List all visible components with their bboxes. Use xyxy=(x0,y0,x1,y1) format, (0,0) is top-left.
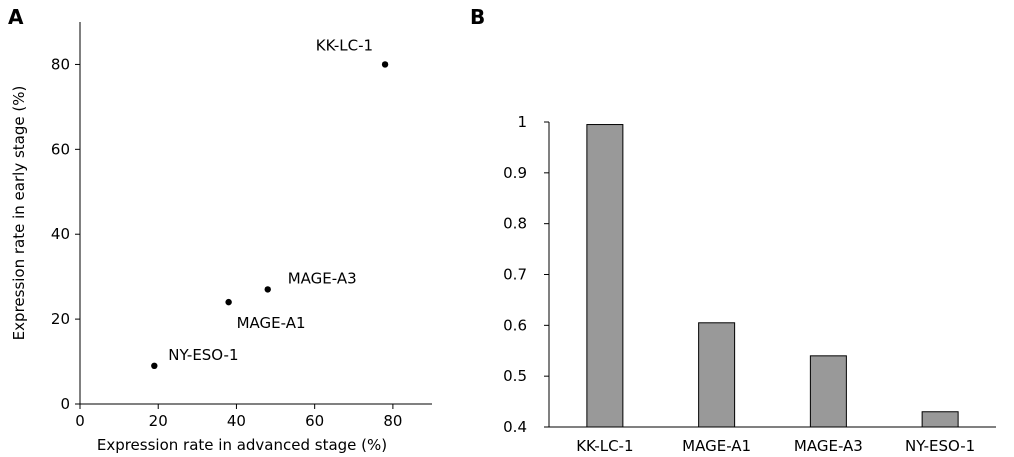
bar xyxy=(809,355,847,428)
scatter-panel: A Expression rate in advanced stage (%) … xyxy=(8,5,432,454)
scatter-point-label: KK-LC-1 xyxy=(316,36,373,54)
scatter-point xyxy=(151,362,158,369)
scatter-point-label: NY-ESO-1 xyxy=(168,346,238,364)
bar-category-label: MAGE-A3 xyxy=(794,437,863,455)
bar-y-tick-label: 0.6 xyxy=(503,316,527,334)
scatter-point xyxy=(381,61,389,68)
bar xyxy=(698,322,736,428)
scatter-y-tick-label: 40 xyxy=(51,225,70,243)
scatter-point-label: MAGE-A1 xyxy=(237,314,306,332)
scatter-x-axis-title: Expression rate in advanced stage (%) xyxy=(97,436,387,454)
scatter-x-tick-label: 0 xyxy=(75,412,85,430)
scatter-point xyxy=(225,298,232,306)
panel-b-letter: B xyxy=(470,5,485,29)
bar-y-tick-label: 0.7 xyxy=(503,266,527,284)
scatter-y-tick-label: 0 xyxy=(60,395,70,413)
scatter-x-tick-label: 40 xyxy=(227,412,246,430)
scatter-point-label: MAGE-A3 xyxy=(288,269,357,287)
bar xyxy=(921,411,959,428)
bar-category-label: KK-LC-1 xyxy=(576,437,633,455)
bar-y-tick-label: 0.4 xyxy=(503,418,527,436)
scatter-point xyxy=(264,286,271,293)
bar-y-tick-label: 0.9 xyxy=(503,164,527,182)
bar-panel: B 0.4 0.5 0.6 0.7 0.8 0.9 1 KK-LC-1 MAGE-A1 MAGE-… xyxy=(470,5,996,455)
bar-category-label: MAGE-A1 xyxy=(682,437,751,455)
bar-y-tick-label: 0.8 xyxy=(503,215,527,233)
bar xyxy=(586,124,624,428)
bar-y-tick-label: 0.5 xyxy=(503,367,527,385)
scatter-y-tick-label: 80 xyxy=(51,55,70,73)
bar-y-tick-label: 1 xyxy=(517,113,527,131)
scatter-y-tick-label: 60 xyxy=(51,140,70,158)
scatter-y-tick-label: 20 xyxy=(51,310,70,328)
scatter-x-tick-label: 20 xyxy=(149,412,168,430)
scatter-y-axis-title: Expression rate in early stage (%) xyxy=(10,86,28,341)
bar-category-label: NY-ESO-1 xyxy=(905,437,975,455)
panel-a-letter: A xyxy=(8,5,24,29)
scatter-x-tick-label: 60 xyxy=(305,412,324,430)
scatter-x-tick-label: 80 xyxy=(383,412,402,430)
